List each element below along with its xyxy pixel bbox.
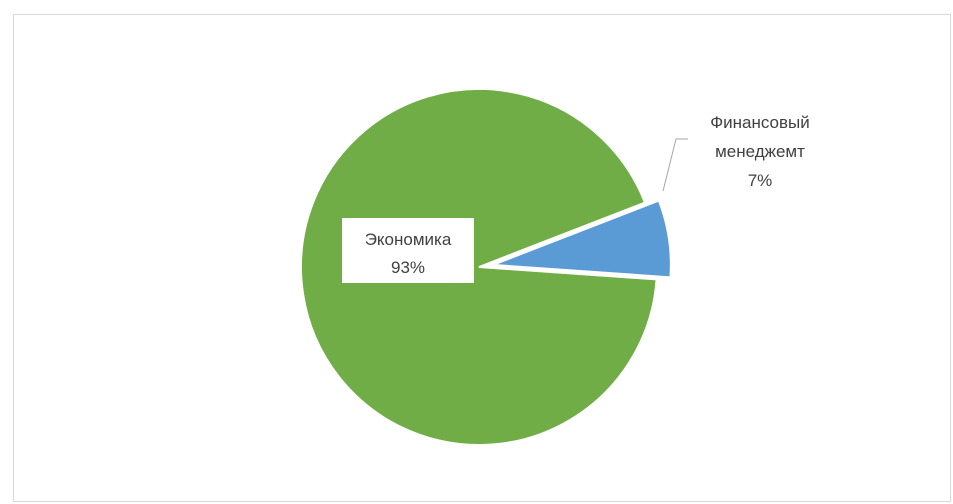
slice-economics (300, 88, 658, 446)
label-finance-name-line1: Финансовый (710, 113, 810, 132)
label-economics-percent: 93% (391, 258, 425, 277)
pie-slices (300, 88, 672, 446)
slice-financial-management (492, 199, 672, 279)
leader-line-finance (662, 138, 688, 192)
label-economics-name: Экономика (365, 230, 452, 249)
label-background-economics (342, 218, 474, 283)
label-finance-name-line2: менеджемт (715, 142, 805, 161)
label-finance-percent: 7% (748, 171, 773, 190)
